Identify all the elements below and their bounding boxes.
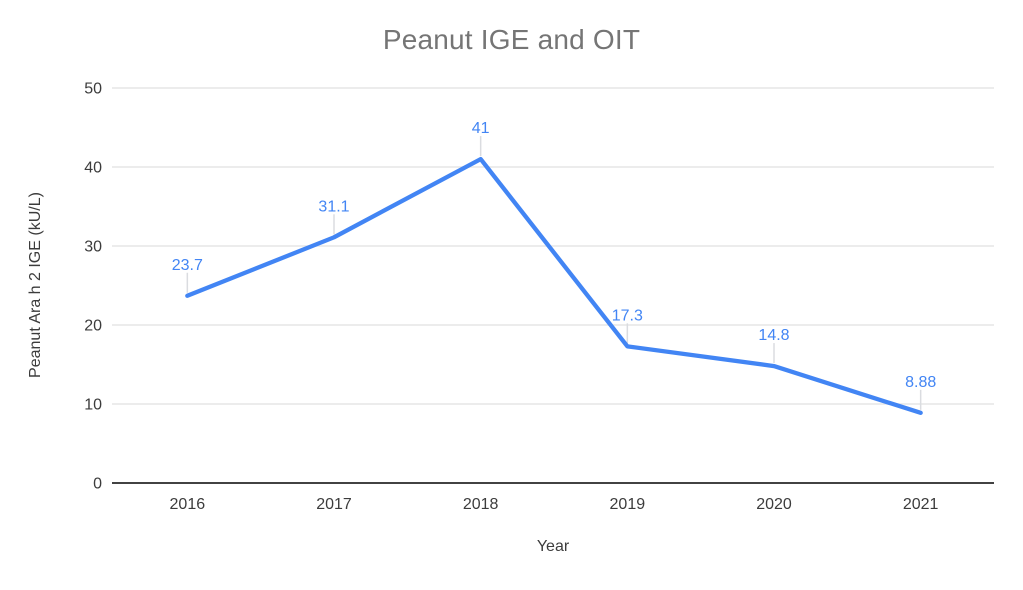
y-tick-label: 40 <box>84 160 102 177</box>
y-tick-label: 20 <box>84 318 102 335</box>
data-point-label: 41 <box>472 120 490 137</box>
data-point-label: 8.88 <box>905 374 936 391</box>
y-tick-label: 0 <box>93 476 102 493</box>
data-point-label: 17.3 <box>612 307 643 324</box>
y-tick-label: 50 <box>84 81 102 98</box>
x-tick-label: 2016 <box>170 496 206 513</box>
data-point-label: 23.7 <box>172 257 203 274</box>
data-point-label: 14.8 <box>758 327 789 344</box>
series-line <box>185 156 923 415</box>
x-tick-label: 2017 <box>316 496 352 513</box>
chart-title: Peanut IGE and OIT <box>382 24 641 55</box>
x-tick-label: 2018 <box>463 496 499 513</box>
x-tick-label: 2020 <box>756 496 792 513</box>
data-point-label: 31.1 <box>318 198 349 215</box>
x-tick-label: 2021 <box>903 496 939 513</box>
y-tick-label: 30 <box>84 239 102 256</box>
x-tick-label: 2019 <box>610 496 646 513</box>
y-tick-label: 10 <box>84 397 102 414</box>
x-axis-title: Year <box>536 538 570 555</box>
